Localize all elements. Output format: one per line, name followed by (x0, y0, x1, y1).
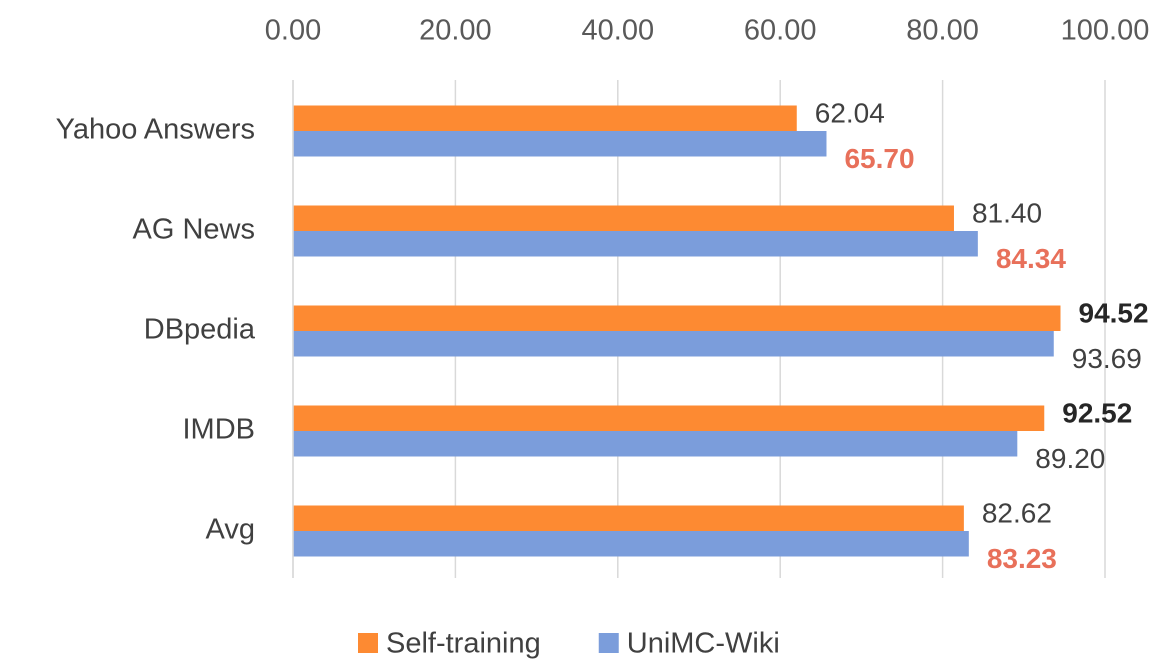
bar (293, 205, 954, 231)
value-label: 82.62 (982, 498, 1052, 529)
legend-label: Self-training (386, 628, 541, 660)
value-label: 83.23 (987, 543, 1057, 574)
value-label: 65.70 (844, 143, 914, 174)
value-label: 92.52 (1062, 398, 1132, 429)
x-tick-label: 100.00 (1061, 15, 1150, 47)
value-label: 94.52 (1079, 298, 1149, 329)
bar (293, 531, 969, 557)
bar (293, 431, 1018, 457)
value-label: 62.04 (815, 98, 885, 129)
legend-label: UniMC-Wiki (627, 628, 780, 660)
x-tick-label: 0.00 (265, 15, 321, 47)
bar (293, 505, 964, 531)
legend-swatch (598, 633, 619, 653)
x-tick-label: 20.00 (419, 15, 492, 47)
x-tick-label: 40.00 (582, 15, 655, 47)
legend-swatch (358, 633, 378, 653)
value-label: 81.40 (972, 198, 1042, 229)
value-label: 93.69 (1072, 343, 1142, 374)
value-label: 84.34 (996, 243, 1066, 274)
bar (293, 105, 797, 131)
y-tick-label: IMDB (183, 414, 256, 446)
bar (293, 331, 1054, 357)
bar (293, 405, 1045, 431)
y-tick-label: Yahoo Answers (56, 114, 255, 146)
y-tick-label: Avg (206, 514, 255, 546)
value-label: 89.20 (1035, 443, 1105, 474)
y-tick-label: DBpedia (144, 314, 256, 346)
x-tick-label: 80.00 (906, 15, 979, 47)
y-tick-label: AG News (133, 214, 255, 246)
x-tick-label: 60.00 (744, 15, 817, 47)
bar (293, 131, 827, 157)
bar (293, 231, 978, 257)
bar (293, 305, 1061, 331)
